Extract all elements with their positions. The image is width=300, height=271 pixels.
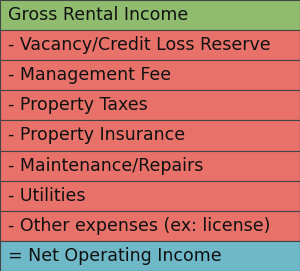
Text: - Other expenses (ex: license): - Other expenses (ex: license)	[8, 217, 270, 235]
Text: - Management Fee: - Management Fee	[8, 66, 171, 84]
Bar	[0, 211, 300, 241]
Bar	[0, 151, 300, 181]
Text: - Utilities: - Utilities	[8, 187, 85, 205]
Text: - Maintenance/Repairs: - Maintenance/Repairs	[8, 157, 203, 175]
Bar	[0, 30, 300, 60]
Text: - Property Insurance: - Property Insurance	[8, 127, 184, 144]
Text: - Vacancy/Credit Loss Reserve: - Vacancy/Credit Loss Reserve	[8, 36, 270, 54]
Bar	[0, 60, 300, 90]
Bar	[0, 241, 300, 271]
Bar	[0, 0, 300, 30]
Bar	[0, 181, 300, 211]
Text: = Net Operating Income: = Net Operating Income	[8, 247, 221, 265]
Bar	[0, 120, 300, 151]
Text: Gross Rental Income: Gross Rental Income	[8, 6, 188, 24]
Text: - Property Taxes: - Property Taxes	[8, 96, 147, 114]
Bar	[0, 90, 300, 120]
